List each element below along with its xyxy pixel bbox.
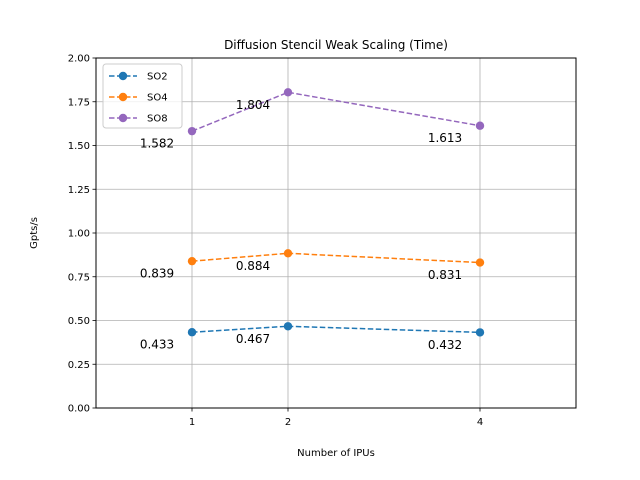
data-label: 0.432: [428, 338, 462, 352]
y-tick-label: 2.00: [68, 54, 90, 65]
x-tick-label: 1: [189, 417, 195, 428]
legend-entry: SO2: [147, 72, 168, 83]
y-axis-label: Gpts/s: [29, 217, 40, 249]
y-tick-label: 0.00: [68, 404, 90, 415]
chart-title: Diffusion Stencil Weak Scaling (Time): [224, 38, 448, 52]
y-tick-label: 1.75: [68, 97, 90, 108]
data-point: [475, 328, 485, 337]
y-tick-label: 1.25: [68, 185, 90, 196]
data-label: 0.831: [428, 268, 462, 282]
data-point: [187, 126, 197, 136]
data-point: [475, 121, 485, 130]
legend-marker: [118, 113, 128, 123]
series-group: [187, 88, 485, 337]
legend-marker: [118, 92, 128, 102]
y-tick-label: 0.50: [68, 316, 90, 327]
data-label: 0.467: [236, 332, 270, 346]
legend-box: [102, 63, 183, 129]
data-point: [187, 256, 197, 266]
x-tick-label: 2: [285, 417, 291, 428]
legend-marker: [118, 71, 128, 81]
data-label: 1.613: [428, 131, 462, 145]
data-point: [283, 88, 293, 97]
data-point: [475, 258, 485, 267]
x-axis-label: Number of IPUs: [297, 448, 375, 459]
data-point: [283, 322, 293, 331]
series-line-so8: [191, 91, 481, 132]
axis-ticks: 0.00 0.25 0.50 0.75 1.00 1.25 1.50 1.75 2.00 1 2 4: [68, 54, 483, 429]
legend-entry: SO4: [147, 93, 168, 104]
data-label: 0.839: [140, 267, 174, 281]
y-tick-label: 1.00: [68, 229, 90, 240]
data-label: 0.433: [140, 338, 174, 352]
data-label: 1.582: [140, 137, 174, 151]
y-tick-label: 0.25: [68, 360, 90, 371]
legend: SO2 SO4 SO8: [102, 63, 183, 129]
data-point: [283, 249, 293, 258]
data-label: 0.884: [236, 259, 270, 273]
data-labels: 0.433 0.467 0.432 0.839 0.884 0.831 1.582 1.804…: [140, 98, 462, 352]
data-point: [187, 328, 197, 337]
y-tick-label: 1.50: [68, 141, 90, 152]
x-tick-label: 4: [477, 417, 483, 428]
legend-entry: SO8: [147, 114, 168, 125]
data-label: 1.804: [236, 98, 270, 112]
y-tick-label: 0.75: [68, 272, 90, 283]
